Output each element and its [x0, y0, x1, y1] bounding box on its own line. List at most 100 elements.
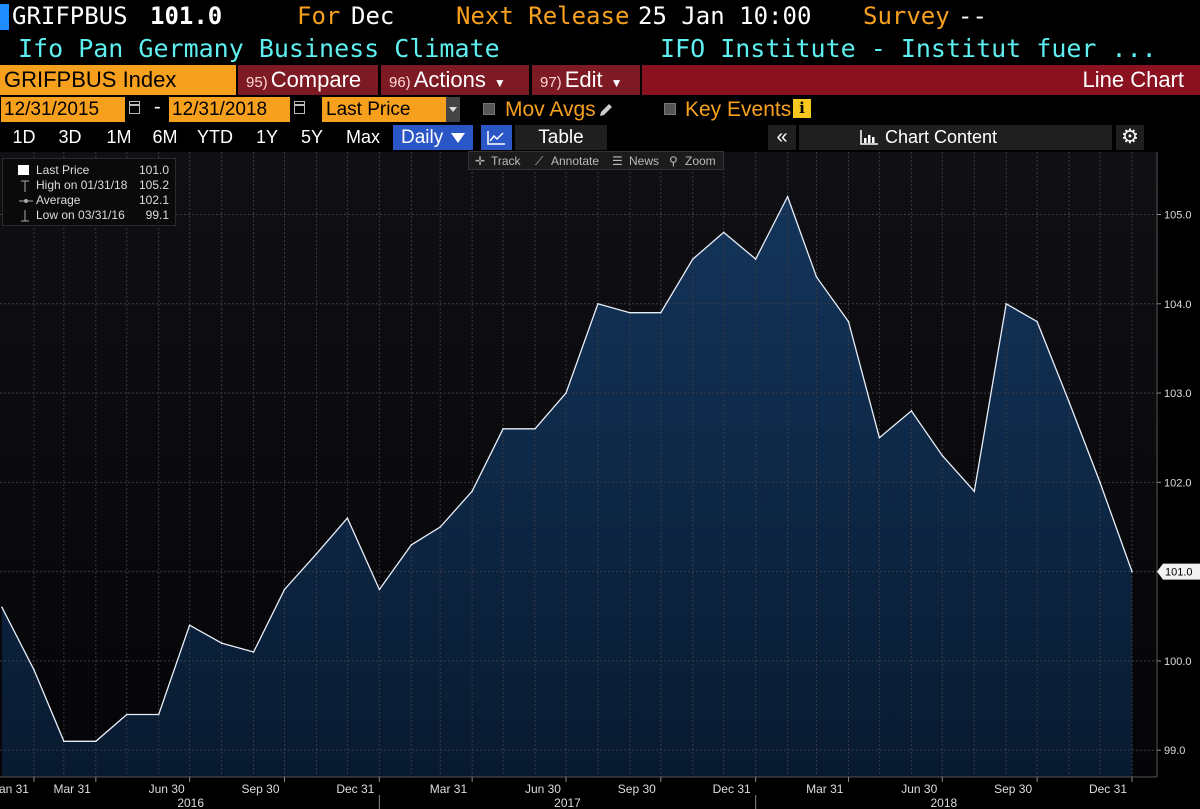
info-icon[interactable]: i: [793, 99, 811, 118]
line-chart[interactable]: 99.0 100.0 101.0 102.0 103.0 104.0 105.0 Jan 3…: [0, 152, 1200, 809]
security-description: Ifo Pan Germany Business Climate: [18, 34, 500, 63]
x-tick-label: Jun 30: [149, 782, 185, 796]
next-release-value: 25 Jan 10:00: [638, 2, 812, 30]
data-point: [378, 588, 381, 591]
legend-entry-low[interactable]: Low on 03/31/16 99.1: [3, 208, 175, 223]
news-icon[interactable]: ☰: [612, 154, 623, 168]
period-6m[interactable]: 6M: [152, 127, 178, 147]
security-field[interactable]: GRIFPBUS Index: [0, 65, 236, 95]
actions-label: Actions: [413, 67, 486, 92]
data-point: [439, 526, 441, 528]
data-point: [941, 454, 944, 457]
y-tick-label: 100.0: [1164, 656, 1192, 668]
data-point: [722, 231, 725, 234]
edit-button[interactable]: 97) Edit ▼: [532, 65, 640, 95]
data-point: [95, 740, 97, 743]
period-5y[interactable]: 5Y: [300, 127, 324, 147]
key-events-checkbox[interactable]: [664, 103, 676, 115]
start-date-input[interactable]: 12/31/2015: [1, 97, 125, 122]
news-tool[interactable]: News: [629, 154, 660, 168]
period-row: 1D 3D 1M 6M YTD 1Y 5Y Max Daily Table « …: [0, 125, 1200, 152]
compare-button[interactable]: 95) Compare: [238, 65, 378, 95]
data-point: [471, 490, 473, 493]
end-date-input[interactable]: 12/31/2018: [169, 97, 290, 122]
year-label: 2018: [930, 796, 957, 809]
table-tab[interactable]: Table: [515, 125, 607, 150]
legend-value: 105.2: [138, 178, 169, 192]
legend-swatch-low: [21, 210, 29, 222]
mov-avgs-label[interactable]: Mov Avgs: [505, 98, 596, 121]
last-value-tag: [1157, 563, 1200, 580]
dropdown-arrow-icon[interactable]: [446, 97, 460, 122]
y-tick-label: 102.0: [1164, 477, 1192, 489]
calendar-icon[interactable]: [129, 101, 140, 114]
last-value: 101.0: [150, 2, 223, 30]
compare-label: Compare: [270, 67, 362, 92]
next-release-label: Next Release: [456, 2, 630, 30]
y-tick-label: 105.0: [1164, 210, 1192, 222]
period-1y[interactable]: 1Y: [255, 127, 279, 147]
data-point: [1036, 320, 1038, 323]
chevron-down-icon: ▼: [493, 76, 506, 90]
period-max[interactable]: Max: [345, 127, 380, 147]
mov-avgs-checkbox[interactable]: [483, 103, 495, 115]
zoom-tool[interactable]: Zoom: [685, 154, 716, 168]
data-point: [878, 436, 881, 439]
x-tick-label: Jun 30: [525, 782, 561, 796]
last-value-label: 101.0: [1165, 567, 1193, 579]
data-point: [534, 427, 536, 430]
period-3d[interactable]: 3D: [58, 127, 82, 147]
calendar-icon[interactable]: [294, 101, 305, 114]
key-events-label[interactable]: Key Events: [685, 98, 792, 121]
data-point: [597, 302, 599, 305]
chart-content-button[interactable]: Chart Content: [799, 125, 1112, 150]
data-point: [315, 552, 318, 555]
date-separator: -: [154, 96, 161, 118]
legend-entry-average[interactable]: Average 102.1: [3, 193, 175, 208]
gear-icon[interactable]: ⚙: [1116, 125, 1144, 150]
zoom-icon[interactable]: ⚲: [669, 154, 678, 168]
pencil-icon[interactable]: [598, 102, 614, 118]
survey-value: --: [958, 2, 987, 30]
chart-tools: ✛ Track ⟋ Annotate ☰ News ⚲ Zoom: [468, 151, 724, 170]
legend-entry-last-price[interactable]: Last Price 101.0: [3, 163, 175, 178]
data-point: [1099, 481, 1101, 484]
frequency-select[interactable]: Daily: [393, 125, 473, 150]
legend-label: High on 01/31/18: [36, 178, 128, 192]
x-tick-label: Jan 31: [0, 782, 29, 796]
collapse-icon[interactable]: «: [768, 125, 796, 150]
y-tick-label: 103.0: [1164, 388, 1192, 400]
data-point: [63, 740, 65, 743]
annotate-tool[interactable]: Annotate: [551, 154, 600, 168]
period-1m[interactable]: 1M: [106, 127, 132, 147]
legend-label: Low on 03/31/16: [36, 208, 125, 222]
command-cursor[interactable]: [0, 4, 9, 30]
annotate-icon[interactable]: ⟋: [535, 154, 544, 168]
data-point: [1131, 570, 1133, 573]
view-title-bar: Line Chart: [642, 65, 1200, 95]
x-tick-label: Sep 30: [618, 782, 656, 796]
legend-entry-high[interactable]: High on 01/31/18 105.2: [3, 178, 175, 193]
line-chart-icon[interactable]: [481, 125, 512, 150]
legend-label: Last Price: [36, 163, 90, 177]
legend-swatch-average: [19, 199, 33, 203]
x-tick-label: Mar 31: [806, 782, 844, 796]
actions-button[interactable]: 96) Actions ▼: [381, 65, 529, 95]
data-point: [847, 320, 850, 323]
chart-legend: Last Price 101.0 High on 01/31/18 105.2 …: [2, 158, 176, 226]
legend-swatch-high: [21, 180, 29, 192]
ticker-symbol: GRIFPBUS: [12, 2, 128, 30]
field-select[interactable]: Last Price: [322, 97, 446, 122]
y-axis-panel: [1157, 152, 1200, 809]
data-point: [346, 517, 349, 519]
period-1d[interactable]: 1D: [12, 127, 36, 147]
x-tick-label: Jun 30: [901, 782, 937, 796]
crosshair-icon[interactable]: ✛: [475, 154, 486, 168]
track-tool[interactable]: Track: [491, 154, 521, 168]
data-point: [502, 427, 504, 430]
actions-shortcut: 96): [389, 74, 411, 91]
year-label: 2017: [554, 796, 581, 809]
chart-content-icon: [860, 130, 878, 145]
chevron-down-icon: ▼: [610, 76, 623, 90]
period-ytd[interactable]: YTD: [197, 127, 233, 147]
